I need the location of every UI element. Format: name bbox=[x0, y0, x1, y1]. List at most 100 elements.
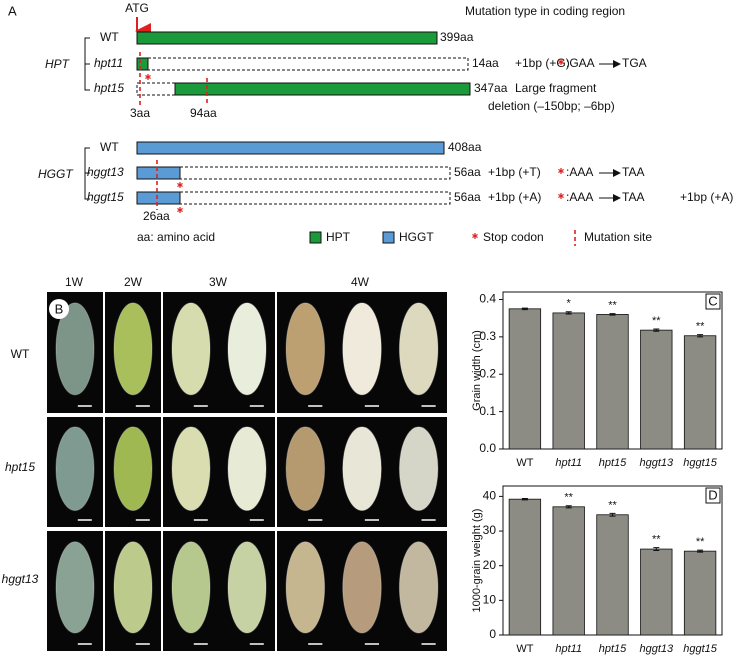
row-name: WT bbox=[100, 30, 119, 44]
grain bbox=[55, 541, 95, 634]
codon: :AAA bbox=[566, 165, 593, 179]
protein-bar bbox=[136, 166, 181, 180]
stop: TAA bbox=[622, 165, 644, 179]
x-tick-label: hggt15 bbox=[683, 643, 718, 655]
significance: * bbox=[567, 298, 572, 310]
x-tick-label: hpt15 bbox=[599, 457, 627, 469]
y-tick-label: 0.1 bbox=[479, 404, 496, 418]
panel-label-box bbox=[705, 487, 721, 504]
panel-b-label: B bbox=[49, 299, 69, 319]
y-tick-label: 0.4 bbox=[479, 292, 496, 306]
y-tick-label: 0 bbox=[489, 627, 496, 641]
lost-region bbox=[136, 82, 176, 96]
grain bbox=[227, 426, 267, 512]
grain bbox=[285, 541, 326, 634]
stop-star bbox=[472, 233, 478, 239]
note: deletion (–150bp; –6bp) bbox=[488, 99, 615, 113]
error-bar bbox=[609, 512, 616, 517]
error-bar bbox=[565, 311, 572, 315]
site-label: 94aa bbox=[190, 106, 217, 120]
y-tick-label: 40 bbox=[483, 489, 497, 503]
legend-text: HGGT bbox=[399, 230, 434, 244]
significance: ** bbox=[608, 300, 617, 312]
x-tick-label: hggt13 bbox=[639, 643, 674, 655]
x-tick-label: hggt13 bbox=[639, 457, 674, 469]
grain bbox=[113, 302, 153, 396]
row-name: hpt15 bbox=[94, 81, 124, 95]
error-bar bbox=[521, 307, 528, 311]
y-tick-label: 0.3 bbox=[479, 329, 496, 343]
row-name: hpt11 bbox=[94, 56, 123, 70]
gene-name: HPT bbox=[45, 57, 71, 71]
protein-bar bbox=[136, 141, 445, 155]
column-header: 1W bbox=[65, 275, 84, 289]
grain bbox=[398, 541, 439, 634]
x-tick-label: WT bbox=[516, 643, 533, 655]
site-label: 26aa bbox=[143, 209, 170, 223]
significance: ** bbox=[564, 492, 573, 504]
panel-a: A ATG Mutation type in coding region HPT… bbox=[8, 1, 733, 246]
protein-bar bbox=[136, 31, 438, 45]
error-bar bbox=[697, 549, 704, 553]
y-tick-label: 10 bbox=[483, 593, 497, 607]
y-axis-label: 1000-grain weight (g) bbox=[471, 509, 483, 613]
length: 14aa bbox=[472, 56, 499, 70]
stop-star bbox=[177, 207, 183, 213]
stop-star bbox=[558, 59, 564, 65]
stop: TGA bbox=[622, 56, 647, 70]
note: Large fragment bbox=[515, 81, 597, 95]
lost-region bbox=[179, 191, 451, 205]
x-tick-label: hpt15 bbox=[599, 643, 627, 655]
grain bbox=[171, 426, 211, 512]
grain bbox=[171, 541, 211, 634]
x-tick-label: hpt11 bbox=[555, 643, 582, 655]
row-name: hggt15 bbox=[87, 190, 124, 204]
codon: :GAA bbox=[566, 56, 595, 70]
column-header: 2W bbox=[124, 275, 143, 289]
protein-bar bbox=[174, 82, 471, 96]
heading: Mutation type in coding region bbox=[465, 4, 625, 18]
x-tick-label: WT bbox=[516, 457, 533, 469]
lost-region bbox=[179, 166, 451, 180]
panel-label: B bbox=[55, 301, 64, 316]
atg-label: ATG bbox=[125, 1, 149, 15]
panel-label: A bbox=[8, 3, 17, 18]
panel-label-box bbox=[705, 293, 721, 310]
grain bbox=[398, 302, 439, 396]
grain bbox=[55, 426, 95, 512]
codon: :AAA bbox=[566, 190, 593, 204]
grain bbox=[342, 426, 382, 512]
row-label: hpt15 bbox=[5, 460, 35, 474]
bar bbox=[640, 329, 673, 450]
grain bbox=[227, 541, 267, 634]
site-label: 3aa bbox=[130, 106, 150, 120]
grain bbox=[113, 426, 153, 512]
bar bbox=[552, 506, 585, 636]
error-bar bbox=[609, 313, 616, 316]
bar bbox=[552, 312, 585, 450]
x-tick-label: hggt15 bbox=[683, 457, 718, 469]
bar bbox=[683, 550, 717, 636]
grain bbox=[113, 541, 153, 634]
significance: ** bbox=[652, 315, 661, 327]
length: 56aa bbox=[454, 190, 481, 204]
stop-star bbox=[558, 193, 564, 199]
legend-text: Mutation site bbox=[584, 230, 652, 244]
significance: ** bbox=[652, 534, 661, 546]
grain bbox=[285, 302, 326, 396]
legend-text: Stop codon bbox=[483, 230, 544, 244]
column-header: 3W bbox=[209, 275, 228, 289]
stop-star bbox=[145, 74, 151, 80]
row-name: hggt13 bbox=[87, 165, 124, 179]
y-tick-label: 30 bbox=[483, 523, 497, 537]
grain bbox=[342, 302, 382, 396]
insertion: +1bp (+A) bbox=[680, 190, 733, 204]
grain bbox=[55, 302, 95, 396]
panel-b: 1W 2W 3W 4W WT hpt15 hggt13 bbox=[2, 275, 370, 586]
error-bar bbox=[565, 505, 572, 509]
stop: TAA bbox=[622, 190, 644, 204]
x-tick-label: hpt11 bbox=[555, 457, 582, 469]
legend-text: HPT bbox=[326, 230, 351, 244]
insertion: +1bp (+A) bbox=[488, 190, 541, 204]
